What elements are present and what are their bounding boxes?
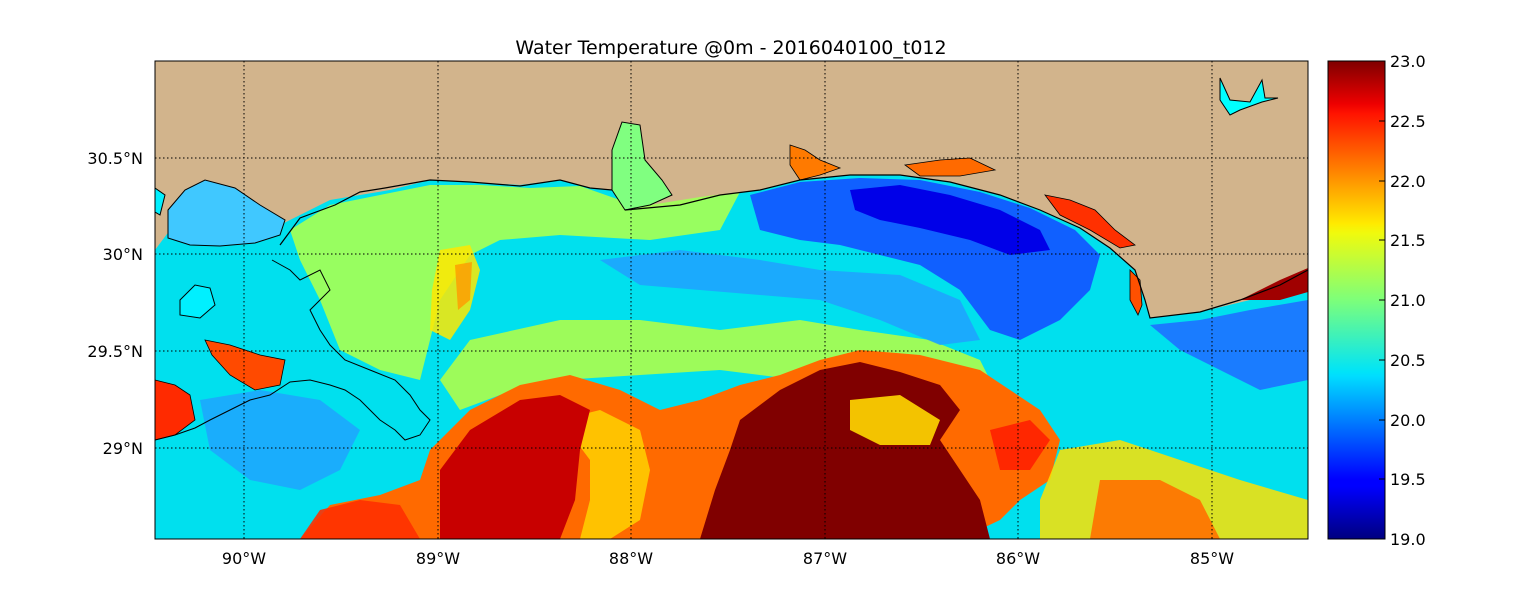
warm-eddy-red bbox=[990, 420, 1050, 470]
lake-borgne-small bbox=[179, 284, 216, 319]
colorbar-tick-labels: 19.0 19.5 20.0 20.5 21.0 21.5 22.0 22.5 … bbox=[1390, 52, 1426, 549]
warm-southeast-orange bbox=[1090, 480, 1220, 539]
colorbar-tick-label: 19.0 bbox=[1390, 530, 1426, 549]
lake-pontchartrain bbox=[167, 179, 286, 247]
choctaw-bay bbox=[903, 157, 997, 177]
cold-patch-west bbox=[200, 390, 360, 490]
lake-west-edge bbox=[155, 187, 166, 216]
pensacola-bay bbox=[789, 144, 842, 181]
warm-northeast-corner bbox=[1240, 268, 1308, 300]
lake-northeast bbox=[1219, 77, 1279, 116]
cold-patch-shelf bbox=[600, 250, 980, 345]
lat-tick-label: 30°N bbox=[103, 245, 143, 264]
midshelf-green bbox=[440, 320, 1000, 430]
gridlines bbox=[155, 61, 1308, 539]
colorbar-tick-label: 22.5 bbox=[1390, 112, 1426, 131]
colorbar-tick-label: 22.0 bbox=[1390, 172, 1426, 191]
mobile-bay bbox=[611, 121, 673, 211]
warm-southwest-red bbox=[300, 500, 420, 539]
delta-warm-patch bbox=[155, 379, 196, 441]
map-frame bbox=[154, 60, 1309, 540]
coastline-louisiana bbox=[155, 259, 431, 441]
lat-tick-labels: 30.5°N 30°N 29.5°N 29°N bbox=[87, 149, 143, 458]
lon-tick-label: 86°W bbox=[996, 549, 1040, 568]
colorbar-tick-label: 23.0 bbox=[1390, 52, 1426, 71]
lon-tick-label: 90°W bbox=[222, 549, 266, 568]
warm-water-dark bbox=[440, 395, 590, 539]
colorbar-tick-label: 19.5 bbox=[1390, 470, 1426, 489]
cold-core-panhandle bbox=[850, 185, 1050, 255]
lon-tick-label: 89°W bbox=[416, 549, 460, 568]
cold-patch-east bbox=[1150, 300, 1308, 390]
colorbar-tick-label: 21.5 bbox=[1390, 231, 1426, 250]
lat-tick-label: 30.5°N bbox=[87, 149, 143, 168]
colorbar-tick-label: 20.0 bbox=[1390, 411, 1426, 430]
map-title: Water Temperature @0m - 2016040100_t012 bbox=[515, 37, 946, 59]
colorbar bbox=[1327, 60, 1386, 540]
orange-patch-mobile bbox=[455, 262, 472, 310]
lat-tick-label: 29.5°N bbox=[87, 342, 143, 361]
lon-tick-label: 85°W bbox=[1190, 549, 1234, 568]
st-andrew-bay bbox=[1044, 194, 1136, 249]
warm-water-yellow-streak bbox=[560, 410, 650, 539]
colorbar-tick-label: 20.5 bbox=[1390, 351, 1426, 370]
delta-warm-patch-2 bbox=[204, 339, 286, 391]
lat-tick-label: 29°N bbox=[103, 439, 143, 458]
colorbar-ticks bbox=[1379, 60, 1385, 540]
colorbar-tick-label: 21.0 bbox=[1390, 291, 1426, 310]
coastline bbox=[279, 174, 1308, 319]
lon-tick-label: 87°W bbox=[803, 549, 847, 568]
warm-eddy-yellow bbox=[850, 395, 940, 445]
warm-nearshore-band bbox=[290, 185, 740, 380]
lon-tick-label: 88°W bbox=[609, 549, 653, 568]
lon-tick-labels: 90°W 89°W 88°W 87°W 86°W 85°W bbox=[222, 549, 1234, 568]
